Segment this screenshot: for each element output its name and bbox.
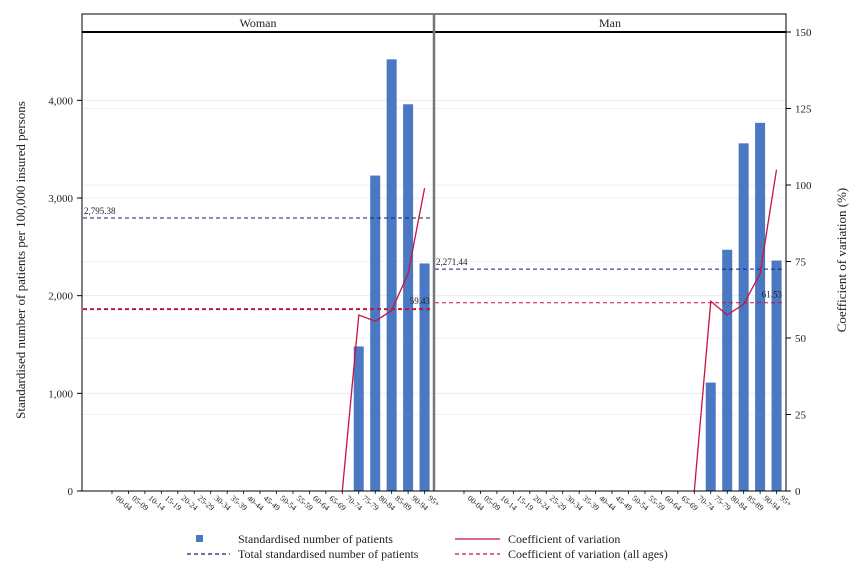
- x-tick-label-woman-7: 35-39: [229, 494, 249, 513]
- bar-man-17: [738, 143, 749, 491]
- y-left-tick-label-2: 2,000: [48, 291, 73, 303]
- x-tick-label-woman-0: 00-04: [114, 494, 134, 513]
- x-tick-label-man-17: 85-89: [745, 494, 765, 513]
- bar-woman-15: [353, 346, 364, 491]
- y-left-tick-label-3: 3,000: [48, 193, 73, 205]
- x-tick-label-man-7: 35-39: [581, 494, 601, 513]
- x-tick-label-man-13: 65-69: [680, 494, 700, 513]
- y-left-tick-label-1: 1,000: [48, 388, 73, 400]
- x-tick-label-man-18: 90-94: [762, 494, 782, 513]
- legend-cv-label: Coefficient of variation: [508, 532, 620, 546]
- x-tick-label-man-12: 60-64: [663, 494, 683, 513]
- cv-line-woman: [341, 187, 426, 492]
- y-right-tick-label-0: 0: [795, 486, 801, 498]
- legend-bar-swatch: [196, 535, 203, 542]
- x-tick-label-woman-11: 55-59: [295, 494, 315, 513]
- x-tick-label-woman-14: 70-74: [344, 494, 364, 513]
- x-tick-label-woman-3: 15-19: [163, 494, 183, 513]
- panel-title-woman: Woman: [239, 16, 276, 30]
- x-tick-label-man-2: 10-14: [499, 494, 519, 513]
- x-tick-label-man-14: 70-74: [696, 494, 716, 513]
- x-tick-label-woman-16: 80-84: [377, 494, 397, 513]
- y-right-tick-label-4: 100: [795, 180, 812, 192]
- x-tick-label-woman-17: 85-89: [393, 494, 413, 513]
- x-tick-label-man-16: 80-84: [729, 494, 749, 513]
- y-right-tick-label-3: 75: [795, 257, 807, 269]
- x-tick-label-woman-10: 50-54: [278, 494, 298, 513]
- total-label-man: 2,271.44: [436, 257, 468, 267]
- x-tick-label-woman-2: 10-14: [147, 494, 167, 513]
- x-tick-label-woman-13: 65-69: [328, 494, 348, 513]
- x-tick-label-woman-18: 90-94: [410, 494, 430, 513]
- y-right-tick-label-1: 25: [795, 410, 807, 422]
- x-tick-label-woman-5: 25-29: [196, 494, 216, 513]
- x-tick-label-woman-8: 40-44: [245, 494, 265, 513]
- legend-cv-all-label: Coefficient of variation (all ages): [508, 547, 668, 561]
- y-axis-right-title: Coefficient of variation (%): [834, 188, 849, 333]
- bar-man-19: [771, 260, 782, 491]
- x-tick-label-man-1: 05-09: [482, 494, 502, 513]
- bar-man-15: [705, 382, 716, 491]
- total-label-woman: 2,795.38: [84, 206, 116, 216]
- x-tick-label-woman-15: 75-79: [360, 494, 380, 513]
- x-tick-label-man-4: 20-24: [532, 494, 552, 513]
- x-tick-label-man-0: 00-04: [466, 494, 486, 513]
- x-tick-label-woman-1: 05-09: [130, 494, 150, 513]
- cv-all-label-woman: 59.43: [410, 296, 431, 306]
- y-axis-left-title: Standardised number of patients per 100,…: [13, 101, 28, 419]
- bar-woman-18: [403, 104, 414, 492]
- y-right-tick-label-6: 150: [795, 27, 812, 39]
- cv-line-man: [693, 169, 778, 492]
- cv-all-label-man: 61.53: [762, 290, 783, 300]
- y-left-tick-label-4: 4,000: [48, 95, 73, 107]
- legend-total-label: Total standardised number of patients: [238, 547, 419, 561]
- x-tick-label-man-9: 45-49: [614, 494, 634, 513]
- bar-woman-19: [419, 263, 430, 491]
- x-tick-label-man-11: 55-59: [647, 494, 667, 513]
- x-tick-label-man-5: 25-29: [548, 494, 568, 513]
- x-tick-label-man-3: 15-19: [515, 494, 535, 513]
- panel-title-man: Man: [599, 16, 621, 30]
- x-tick-label-woman-12: 60-64: [311, 494, 331, 513]
- bar-man-18: [755, 122, 766, 492]
- legend-bar-label: Standardised number of patients: [238, 532, 393, 546]
- bar-man-16: [722, 249, 733, 491]
- legend: Standardised number of patients Coeffici…: [187, 532, 668, 561]
- y-right-tick-label-2: 50: [795, 333, 807, 345]
- axes: 0 1,000 2,000 3,000 4,000 0 25 50 75 100 125 150 00-…: [48, 27, 812, 513]
- x-tick-label-man-15: 75-79: [712, 494, 732, 513]
- bar-woman-16: [370, 175, 381, 491]
- x-tick-label-man-10: 50-54: [630, 494, 650, 513]
- x-tick-label-man-6: 30-34: [564, 494, 584, 513]
- x-tick-label-man-8: 40-44: [597, 494, 617, 513]
- x-tick-label-woman-4: 20-24: [180, 494, 200, 513]
- y-right-tick-label-5: 125: [795, 104, 812, 116]
- x-tick-label-woman-9: 45-49: [262, 494, 282, 513]
- bar-woman-17: [386, 59, 397, 492]
- y-left-tick-label-0: 0: [68, 486, 74, 498]
- chart-marks: 2,795.38 59.43 2,271.44 61.53: [83, 59, 785, 492]
- x-tick-label-woman-6: 30-34: [212, 494, 232, 513]
